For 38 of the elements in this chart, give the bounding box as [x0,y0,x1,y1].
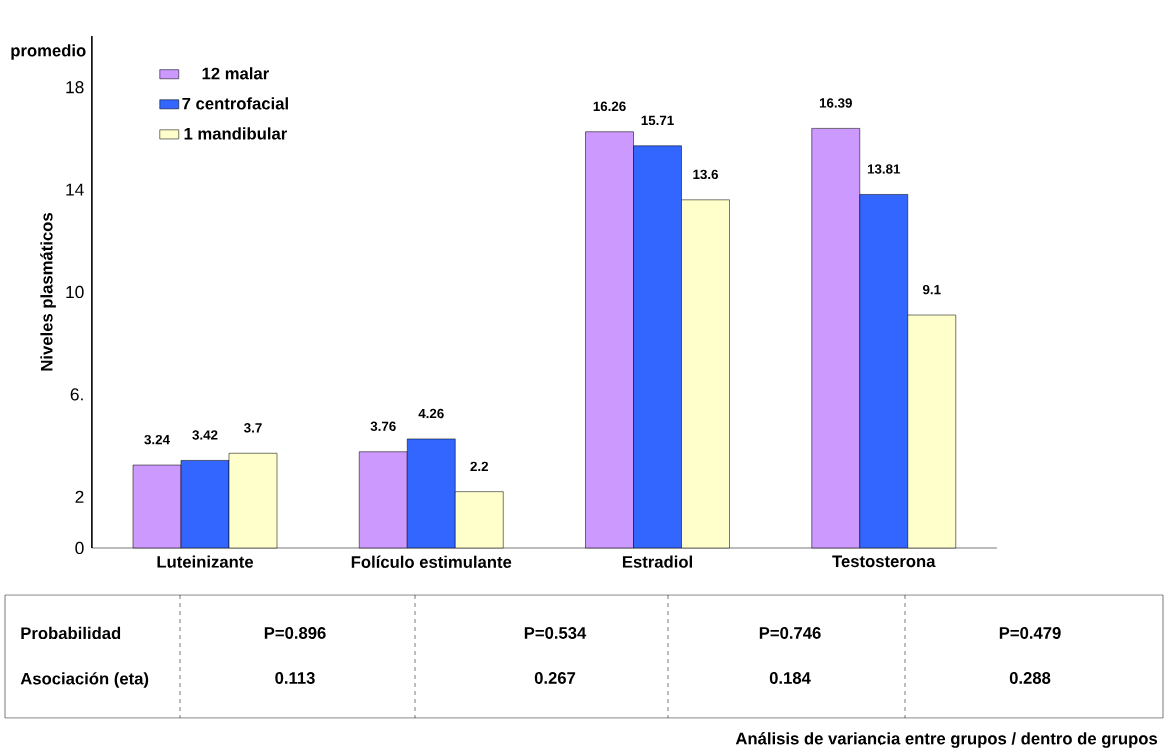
text: P=0.896 [264,627,326,639]
x-tick-label: Estradiol [622,555,692,568]
x-tick-label: Luteinizante [157,555,254,568]
text: P=0.746 [759,627,821,639]
data-label: 3.76 [370,421,396,432]
data-label: 3.42 [192,430,218,440]
x-tick-label: Folículo estimulante [351,555,512,568]
text: 0.184 [769,672,811,684]
legend-label: 7 centrofacial [182,97,288,110]
legend-label: 1 mandibular [184,127,287,140]
text: 0.288 [1009,672,1051,684]
data-label: 4.26 [418,408,444,419]
data-label: 3.7 [244,423,262,433]
data-label: 2.2 [470,461,488,471]
text: P=0.534 [524,627,587,639]
data-label: 13.6 [693,169,719,180]
text: Probabilidad [21,626,121,640]
y-tick-label: 2 [75,490,84,503]
data-label: 13.81 [867,164,901,174]
text: 0.267 [534,672,576,684]
y-tick-label: 10 [66,285,84,299]
y-tick-label: 14 [66,183,84,196]
data-label: 16.39 [819,98,852,108]
y-tick-label: 18 [66,81,84,94]
x-tick-label: Testosterona [832,555,936,568]
text: Análisis de variancia entre grupos / dentro de grupos [735,732,1158,748]
text: promedio [11,44,86,60]
data-label: 9.1 [922,284,941,295]
y-tick-label: 0 [75,541,84,555]
y-tick-label: 6. [70,388,83,401]
data-label: 15.71 [641,115,674,126]
legend-label: 12 malar [202,67,269,80]
text: P=0.479 [999,627,1061,639]
text: Asociación (eta) [20,672,149,688]
text: 0.113 [275,672,315,684]
data-label: 3.24 [144,434,170,445]
data-label: 16.26 [593,101,626,112]
y-axis-title: Niveles plasmáticos [40,213,56,371]
